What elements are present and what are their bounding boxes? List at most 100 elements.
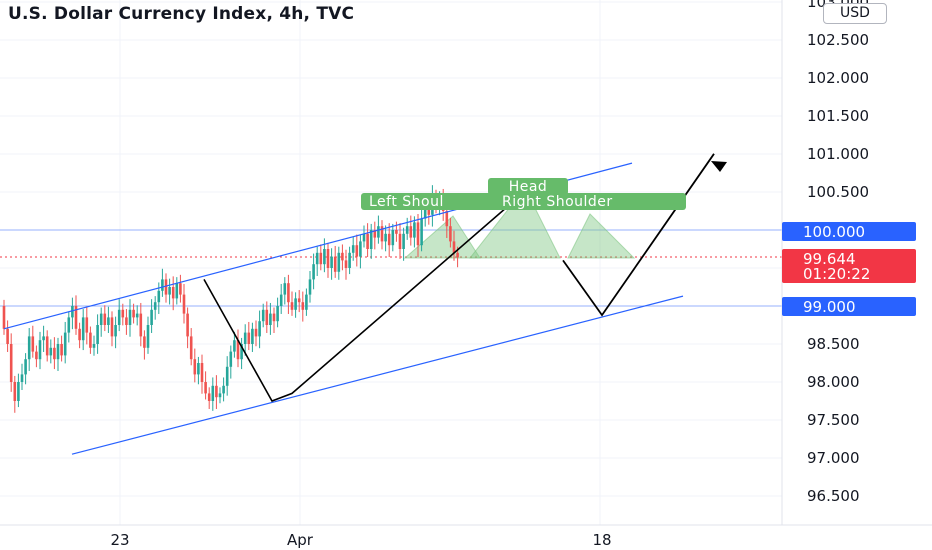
candle-body — [395, 230, 398, 234]
candle-body — [27, 336, 31, 360]
candle-body — [423, 207, 427, 219]
candle-body — [233, 340, 236, 352]
candle-body — [71, 306, 74, 318]
candle-body — [355, 245, 359, 257]
candle-body — [312, 264, 315, 280]
currency-button[interactable]: USD — [823, 3, 887, 24]
candle-body — [186, 313, 189, 337]
candle-body — [319, 252, 323, 265]
candle-body — [63, 332, 67, 356]
svg-text:99.000: 99.000 — [803, 298, 856, 316]
candle-body — [326, 249, 330, 268]
candle-body — [171, 287, 175, 299]
candle-body — [236, 340, 240, 360]
candle-body — [391, 230, 395, 246]
candle-body — [297, 298, 301, 303]
candle-body — [96, 325, 99, 344]
candle-body — [445, 211, 449, 227]
candle-body — [402, 233, 405, 249]
candle-body — [182, 294, 186, 314]
candle-body — [2, 306, 6, 329]
candles-series — [2, 185, 459, 413]
candle-body — [243, 332, 247, 344]
time-axis-label: Apr — [287, 531, 314, 549]
candle-body — [452, 241, 456, 253]
candle-body — [139, 313, 143, 337]
candle-body — [287, 283, 290, 303]
candle-body — [330, 256, 333, 268]
candle-body — [6, 328, 9, 344]
candle-body — [384, 233, 387, 242]
candle-body — [258, 321, 261, 337]
candle-body — [197, 363, 200, 375]
price-axis-label: 102.000 — [807, 69, 869, 87]
candle-body — [398, 233, 402, 249]
candle-body — [373, 230, 377, 238]
candle-body — [85, 317, 89, 333]
head-shape — [468, 187, 561, 259]
candle-body — [351, 245, 355, 253]
candle-body — [305, 294, 308, 310]
price-tags: 100.000 99.644 01:20:22 99.000 — [782, 222, 916, 316]
head-and-shoulders-pattern — [403, 187, 636, 259]
candle-body — [420, 218, 423, 246]
candle-body — [344, 260, 348, 268]
channel-lower-line — [71, 295, 684, 455]
candle-body — [377, 226, 380, 238]
price-tag-99: 99.000 — [782, 297, 916, 316]
candle-body — [211, 385, 215, 401]
candle-body — [387, 233, 391, 246]
candle-body — [427, 207, 431, 215]
time-axis-label: 23 — [110, 531, 129, 549]
candle-body — [341, 252, 344, 261]
candle-body — [409, 226, 413, 238]
candle-body — [269, 313, 272, 325]
projection-arrowhead — [711, 161, 727, 172]
candle-body — [290, 302, 294, 310]
candle-body — [153, 302, 157, 310]
svg-text:100.000: 100.000 — [803, 223, 865, 241]
candle-body — [456, 252, 459, 258]
candle-body — [31, 336, 35, 352]
time-axis: 23 Apr 18 — [110, 531, 611, 549]
candle-body — [157, 290, 161, 303]
candle-body — [323, 249, 326, 265]
candle-body — [193, 359, 197, 375]
candle-body — [114, 325, 117, 337]
price-axis-label: 96.500 — [807, 487, 860, 505]
candle-body — [60, 344, 63, 356]
svg-text:01:20:22: 01:20:22 — [803, 265, 870, 283]
candle-body — [276, 306, 279, 322]
candle-body — [308, 279, 312, 295]
price-axis-label: 98.500 — [807, 335, 860, 353]
candle-body — [168, 287, 171, 295]
candle-body — [265, 309, 269, 325]
candle-body — [78, 328, 81, 341]
candle-body — [125, 317, 128, 325]
candle-body — [222, 385, 225, 394]
candle-body — [229, 351, 233, 367]
candle-body — [49, 347, 53, 356]
candle-body — [161, 279, 164, 291]
candle-body — [380, 226, 384, 242]
candle-body — [189, 336, 193, 360]
candle-body — [110, 317, 114, 337]
candle-body — [279, 294, 283, 306]
price-tag-current: 99.644 01:20:22 — [782, 249, 916, 283]
candle-body — [117, 309, 121, 325]
candle-body — [283, 283, 287, 295]
left-shoulder-shape — [403, 215, 481, 259]
candle-body — [132, 309, 135, 318]
svg-text:Head: Head — [509, 179, 548, 195]
svg-text:Right Shoulder: Right Shoulder — [502, 194, 613, 210]
right-shoulder-shape — [567, 213, 636, 259]
candle-body — [405, 226, 409, 234]
candle-body — [74, 306, 78, 329]
swing-path-line — [203, 195, 521, 402]
candle-body — [179, 283, 182, 295]
candle-body — [251, 328, 254, 344]
candle-body — [103, 313, 107, 325]
price-axis-label: 101.000 — [807, 145, 869, 163]
candle-body — [67, 317, 71, 333]
